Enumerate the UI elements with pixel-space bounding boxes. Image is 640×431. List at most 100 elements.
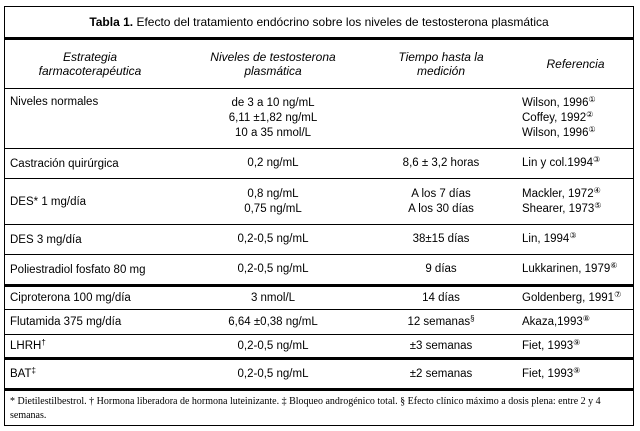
- table-row: Ciproterona 100 mg/día 3 nmol/L 14 días Gol…: [5, 286, 633, 310]
- time-cell: 8,6 ± 3,2 horas: [372, 149, 510, 179]
- time-cell: 12 semanas§: [372, 310, 510, 335]
- level-value: 0,2-0,5 ng/mL: [237, 233, 309, 245]
- table-row: Flutamida 375 mg/día 6,64 ±0,38 ng/mL 12 s…: [5, 310, 633, 335]
- time-value: A los 7 días: [411, 187, 471, 200]
- reference-item: Coffey, 1992②: [522, 111, 629, 126]
- reference-item: Mackler, 1972④: [522, 186, 629, 202]
- reference-cell: Lin, 1994③: [510, 225, 633, 255]
- reference-number: ⑦: [614, 289, 622, 299]
- footnote: * Dietilestilbestrol. † Hormona liberado…: [10, 396, 601, 421]
- reference-text: Wilson, 1996: [522, 127, 589, 139]
- time-cell: 14 días: [372, 286, 510, 310]
- reference-text: Goldenberg, 1991: [522, 291, 615, 304]
- strategy-cell: Poliestradiol fosfato 80 mg: [5, 255, 174, 286]
- data-table: Estrategia farmacoterapéutica Niveles de …: [5, 40, 633, 391]
- reference-cell: Wilson, 1996① Coffey, 1992② Wilson, 1996①: [510, 89, 633, 149]
- reference-text: Coffey, 1992: [522, 112, 587, 124]
- table-row: DES 3 mg/día 0,2-0,5 ng/mL 38±15 días Lin, …: [5, 225, 633, 255]
- footnote-mark: §: [470, 313, 475, 323]
- level-value: 0,2-0,5 ng/mL: [237, 367, 309, 380]
- footnote-mark: ‡: [31, 366, 36, 375]
- reference-text: Wilson, 1996: [522, 97, 589, 109]
- reference-number: ①: [588, 95, 596, 104]
- header-strategy: Estrategia farmacoterapéutica: [38, 50, 142, 78]
- strategy-text: Niveles normales: [10, 96, 99, 108]
- strategy-cell: DES 3 mg/día: [5, 225, 174, 255]
- time-value: 9 días: [425, 263, 457, 275]
- table-row: Niveles normales de 3 a 10 ng/mL 6,11 ±1,8…: [5, 89, 633, 149]
- level-value: 6,11 ±1,82 ng/mL: [228, 112, 318, 124]
- levels-cell: 0,2 ng/mL: [174, 149, 372, 179]
- reference-text: Shearer, 1973: [522, 202, 595, 215]
- reference-item: Wilson, 1996①: [522, 96, 629, 111]
- table-row: Castración quirúrgica 0,2 ng/mL 8,6 ± 3,2 …: [5, 149, 633, 179]
- strategy-cell: Flutamida 375 mg/día: [5, 310, 174, 335]
- reference-text: Fiet, 1993: [522, 367, 574, 380]
- time-value: ±3 semanas: [409, 339, 473, 352]
- table-row: BAT‡ 0,2-0,5 ng/mL ±2 semanas Fiet, 1993⑨: [5, 359, 633, 390]
- reference-item: Fiet, 1993⑨: [522, 365, 629, 382]
- reference-number: ③: [569, 231, 577, 240]
- strategy-text: Flutamida 375 mg/día: [10, 316, 122, 328]
- table-caption: Efecto del tratamiento endócrino sobre l…: [133, 15, 549, 29]
- strategy-cell: BAT‡: [5, 359, 174, 390]
- table-frame: Tabla 1. Efecto del tratamiento endócrin…: [4, 6, 634, 426]
- time-cell: 38±15 días: [372, 225, 510, 255]
- table-row: Poliestradiol fosfato 80 mg 0,2-0,5 ng/mL…: [5, 255, 633, 286]
- reference-text: Lin y col.1994: [522, 157, 593, 169]
- reference-number: ①: [588, 125, 596, 134]
- reference-cell: Mackler, 1972④ Shearer, 1973⑤: [510, 179, 633, 225]
- levels-cell: de 3 a 10 ng/mL 6,11 ±1,82 ng/mL 10 a 35 n…: [174, 89, 372, 149]
- strategy-text: LHRH: [10, 340, 42, 352]
- reference-cell: Lin y col.1994③: [510, 149, 633, 179]
- time-cell: ±2 semanas: [372, 359, 510, 390]
- header-reference: Referencia: [546, 57, 605, 71]
- reference-number: ⑨: [573, 337, 581, 347]
- reference-item: Lin y col.1994③: [522, 156, 629, 171]
- reference-item: Shearer, 1973⑤: [522, 201, 629, 217]
- reference-cell: Lukkarinen, 1979⑥: [510, 255, 633, 286]
- reference-item: Lin, 1994③: [522, 232, 629, 247]
- reference-cell: Fiet, 1993⑨: [510, 359, 633, 390]
- time-value: 12 semanas: [407, 315, 471, 328]
- reference-number: ⑨: [573, 365, 581, 375]
- levels-cell: 0,2-0,5 ng/mL: [174, 225, 372, 255]
- reference-cell: Fiet, 1993⑨: [510, 335, 633, 359]
- header-levels: Niveles de testosterona plasmática: [210, 50, 336, 78]
- levels-cell: 0,2-0,5 ng/mL: [174, 335, 372, 359]
- reference-item: Wilson, 1996①: [522, 126, 629, 141]
- header-row: Estrategia farmacoterapéutica Niveles de …: [5, 40, 633, 89]
- time-value: 38±15 días: [412, 233, 470, 245]
- reference-cell: Goldenberg, 1991⑦: [510, 286, 633, 310]
- level-value: 0,2-0,5 ng/mL: [237, 263, 309, 275]
- time-value: ±2 semanas: [409, 367, 473, 380]
- strategy-cell: Niveles normales: [5, 89, 174, 149]
- table-number: Tabla 1.: [89, 15, 134, 29]
- time-cell: 9 días: [372, 255, 510, 286]
- level-value: 6,64 ±0,38 ng/mL: [228, 315, 318, 328]
- reference-item: Lukkarinen, 1979⑥: [522, 262, 629, 277]
- reference-text: Mackler, 1972: [522, 187, 594, 200]
- reference-item: Akaza,1993⑧: [522, 314, 629, 330]
- level-value: 0,8 ng/mL: [247, 187, 299, 200]
- reference-number: ③: [592, 155, 601, 164]
- table-title: Tabla 1. Efecto del tratamiento endócrin…: [5, 7, 633, 40]
- time-cell: A los 7 días A los 30 días: [372, 179, 510, 225]
- strategy-text: BAT: [10, 368, 32, 380]
- time-value: A los 30 días: [408, 202, 474, 215]
- levels-cell: 6,64 ±0,38 ng/mL: [174, 310, 372, 335]
- footnote-mark: †: [41, 338, 46, 347]
- strategy-cell: Castración quirúrgica: [5, 149, 174, 179]
- level-value: 3 nmol/L: [250, 291, 296, 304]
- table-row: DES* 1 mg/día 0,8 ng/mL 0,75 ng/mL A los 7 …: [5, 179, 633, 225]
- levels-cell: 0,2-0,5 ng/mL: [174, 255, 372, 286]
- strategy-text: Ciproterona 100 mg/día: [10, 292, 131, 304]
- level-value: 0,2-0,5 ng/mL: [237, 339, 309, 352]
- reference-number: ⑥: [610, 261, 618, 270]
- header-time: Tiempo hasta la medición: [398, 50, 484, 78]
- strategy-text: Castración quirúrgica: [10, 157, 119, 170]
- level-value: 0,75 ng/mL: [244, 202, 302, 215]
- strategy-text: DES* 1 mg/día: [10, 195, 87, 208]
- levels-cell: 3 nmol/L: [174, 286, 372, 310]
- strategy-cell: LHRH†: [5, 335, 174, 359]
